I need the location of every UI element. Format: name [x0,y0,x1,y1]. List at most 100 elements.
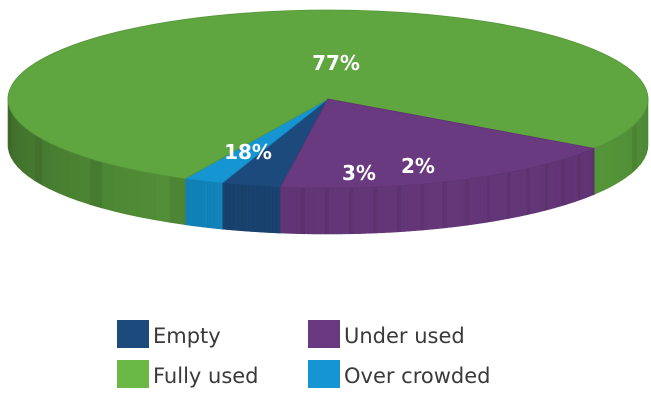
data-label-under-used: 18% [224,140,272,164]
pie-side-under-used [281,187,285,233]
pie-side-under-used [349,188,353,234]
pie-side-under-used [469,178,473,224]
pie-side-under-used [556,161,559,208]
pie-side-under-used [545,164,548,211]
pie-side-under-used [357,188,361,234]
pie-side-under-used [439,182,443,228]
legend-label-under-used: Under used [344,324,465,348]
pie-side-fully-used [28,130,34,180]
pie-side-under-used [385,186,389,232]
pie-side-under-used [570,156,573,203]
pie-side-fully-used [79,155,90,205]
pie-side-under-used [483,176,487,223]
pie-side-fully-used [68,151,78,201]
pie-side-fully-used [641,113,644,164]
pie-side-under-used [297,188,301,234]
pie-side-under-used [533,167,536,214]
pie-side-fully-used [637,118,641,169]
pie-side-fully-used [644,108,646,159]
legend-label-over-crowded: Over crowded [344,364,491,388]
pie-side-under-used [520,170,523,217]
pie-side-fully-used [612,136,620,186]
pie-side-under-used [293,187,297,233]
pie-side-under-used [420,184,424,230]
pie-side-under-used [313,188,317,234]
pie-side-under-used [397,186,401,232]
pie-side-fully-used [18,121,23,172]
pie-side-under-used [443,182,447,228]
pie-side-under-used [333,188,337,234]
pie-side-fully-used [11,111,14,162]
pie-side-under-used [562,159,565,206]
pie-side-under-used [285,187,289,233]
pie-side-under-used [435,182,439,228]
pie-side-under-used [309,188,313,234]
legend: Empty Under used Fully used Over crowded [117,314,537,392]
pie-side-under-used [536,166,539,213]
pie-side-under-used [572,156,575,203]
pie-side-fully-used [626,127,632,177]
pie-side-under-used [592,148,594,195]
pie-side-under-used [408,185,412,231]
data-label-empty: 3% [342,161,376,185]
pie-side-under-used [404,185,408,231]
pie-side-under-used [490,175,493,222]
pie-side-under-used [325,188,329,234]
pie-side-under-used [504,173,507,220]
pie-side-under-used [289,187,293,233]
pie-side-under-used [548,163,551,210]
pie-side-under-used [381,187,385,233]
pie-side-under-used [341,188,345,234]
pie-side-fully-used [22,125,28,176]
data-label-fully-used: 77% [312,51,360,75]
pie-side-under-used [393,186,397,232]
pie-side-under-used [539,165,542,212]
pie-side-under-used [476,177,480,224]
legend-label-fully-used: Fully used [153,364,259,388]
pie-side-fully-used [619,131,626,181]
legend-swatch-over-crowded [308,360,340,388]
pie-side-under-used [369,187,373,233]
pie-side-under-used [450,181,454,227]
pie-side-under-used [301,188,305,234]
pie-side-under-used [513,171,516,218]
pie-side-fully-used [603,140,611,190]
pie-side-under-used [575,155,578,202]
pie-side-under-used [553,161,556,208]
pie-side-under-used [461,179,465,225]
pie-side-under-used [585,151,587,198]
pie-side-under-used [580,153,582,200]
pie-side-fully-used [42,139,50,189]
pie-side-under-used [472,178,476,225]
pie-side-under-used [428,183,432,229]
pie-side-under-used [424,184,428,230]
pie-side-under-used [321,188,325,234]
pie-side-under-used [454,180,458,226]
pie-side-fully-used [14,116,18,167]
pie-side-under-used [317,188,321,234]
legend-item-over-crowded: Over crowded [308,354,491,388]
pie-side-under-used [583,152,585,199]
pie-side-under-used [365,187,369,233]
pie-side-under-used [551,162,554,209]
pie-side-fully-used [34,134,41,184]
pie-side-under-used [500,173,503,220]
pie-side-fully-used [141,171,155,220]
pie-side-under-used [353,188,357,234]
pie-side-under-used [337,188,341,234]
pie-side-under-used [389,186,393,232]
pie-side-under-used [565,158,568,205]
pie-side-under-used [458,180,462,226]
pie-side-under-used [529,167,532,214]
pie-side-under-used [412,185,416,231]
pie-side-under-used [329,188,333,234]
pie-side-under-used [542,164,545,211]
pie-side-under-used [578,154,580,201]
legend-label-empty: Empty [153,324,221,348]
pie-side-under-used [431,183,435,229]
pie-side-under-used [401,185,405,231]
pie-side-under-used [447,181,451,227]
pie-side-under-used [416,184,420,230]
pie-side-under-used [526,168,529,215]
pie-side-under-used [517,170,520,217]
